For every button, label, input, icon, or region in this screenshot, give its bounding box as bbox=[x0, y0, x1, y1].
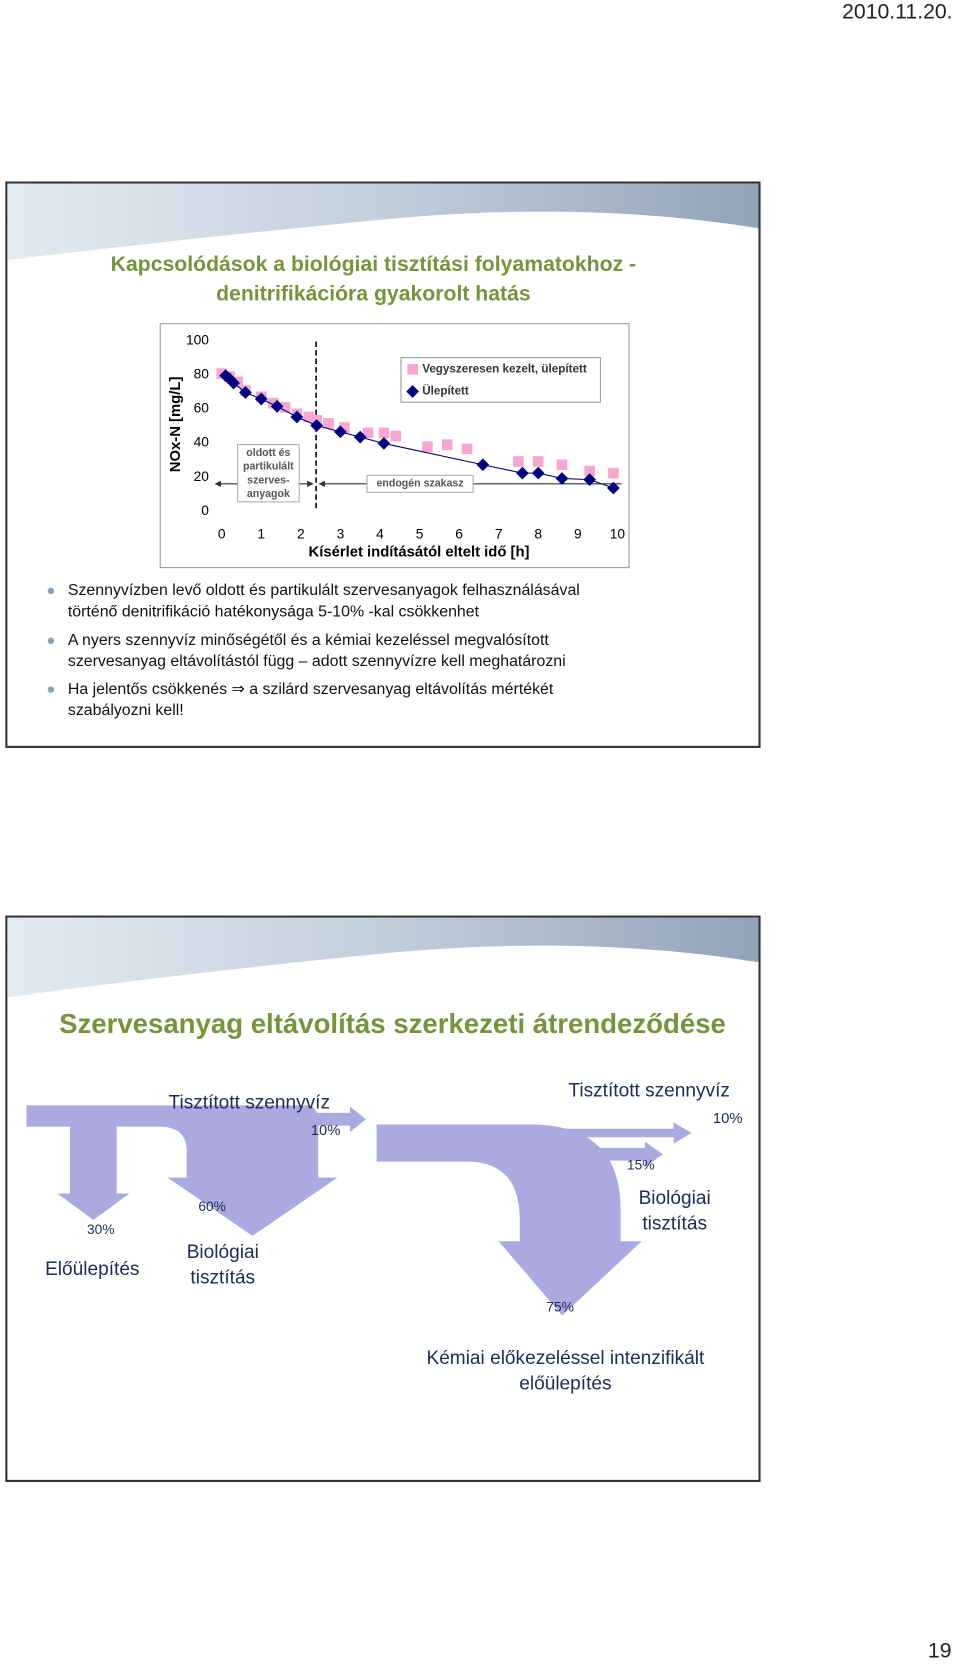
slide-header bbox=[7, 183, 759, 260]
data-point bbox=[378, 427, 390, 439]
legend-swatch bbox=[406, 385, 420, 398]
slide-header bbox=[7, 917, 759, 998]
data-point bbox=[377, 437, 391, 450]
diagram-label: Előülepítés bbox=[45, 1259, 139, 1280]
y-axis-label: NOx-N [mg/L] bbox=[168, 377, 184, 473]
data-point bbox=[461, 443, 473, 455]
x-tick-label: 2 bbox=[297, 526, 305, 541]
diagram-label: 10% bbox=[311, 1123, 341, 1139]
legend-label: Ülepített bbox=[422, 385, 469, 398]
page-number: 19 bbox=[928, 1639, 952, 1662]
bullet bbox=[47, 686, 55, 693]
data-point bbox=[239, 386, 252, 399]
diagram-label: tisztítás bbox=[190, 1267, 255, 1288]
diagram-label: Tisztított szennyvíz bbox=[169, 1092, 331, 1113]
x-tick-label: 5 bbox=[416, 526, 424, 541]
x-tick-label: 6 bbox=[455, 526, 463, 541]
annotation-box bbox=[366, 474, 474, 493]
y-tick-label: 80 bbox=[194, 366, 210, 381]
data-point bbox=[339, 422, 350, 433]
data-point bbox=[422, 441, 433, 452]
diagram-label: Biológiai bbox=[639, 1188, 711, 1209]
x-tick-label: 0 bbox=[218, 526, 226, 541]
annotation: partikulált bbox=[243, 461, 294, 473]
annotation-box bbox=[237, 444, 300, 503]
flow-arrow bbox=[540, 1122, 692, 1144]
diagram-label: 10% bbox=[713, 1111, 743, 1127]
bullet-text: történő denitrifikáció hatékonysága 5-10… bbox=[68, 603, 480, 620]
slide-title: Szervesanyag eltávolítás szerkezeti átre… bbox=[59, 1008, 726, 1039]
data-point bbox=[290, 410, 304, 424]
diagram-label: 30% bbox=[87, 1222, 115, 1237]
x-axis-label: Kísérlet indításától eltelt idő [h] bbox=[308, 545, 529, 561]
slide-title: Kapcsolódások a biológiai tisztítási fol… bbox=[111, 253, 636, 276]
y-tick-label: 0 bbox=[201, 503, 209, 518]
bullet-text: szervesanyag eltávolítástól függ – adott… bbox=[68, 653, 566, 670]
data-point bbox=[353, 430, 367, 444]
slide-title: denitrifikációra gyakorolt hatás bbox=[216, 283, 531, 306]
data-point bbox=[532, 456, 544, 467]
diagram-label: Tisztított szennyvíz bbox=[568, 1081, 730, 1102]
x-tick-label: 1 bbox=[257, 526, 265, 541]
x-tick-label: 9 bbox=[574, 526, 582, 541]
flow-arrow bbox=[588, 1141, 663, 1167]
data-point bbox=[303, 411, 315, 423]
flow-arrow bbox=[307, 1106, 366, 1132]
bullet-text: Ha jelentős csökkenés ⇒ a szilárd szerve… bbox=[68, 681, 554, 698]
x-tick-label: 10 bbox=[610, 526, 626, 541]
data-point bbox=[323, 417, 334, 429]
legend bbox=[400, 357, 601, 403]
flow-shape bbox=[26, 1105, 338, 1236]
y-tick-label: 40 bbox=[194, 435, 210, 450]
x-tick-label: 7 bbox=[495, 526, 503, 541]
data-point bbox=[513, 456, 524, 467]
data-point bbox=[556, 459, 568, 471]
slide-frame bbox=[5, 915, 761, 1483]
data-point bbox=[310, 419, 324, 432]
bullet-text: szabályozni kell! bbox=[68, 702, 184, 719]
bullet-text: A nyers szennyvíz minőségétől és a kémia… bbox=[68, 632, 550, 649]
diagram-label: előülepítés bbox=[519, 1373, 611, 1394]
x-tick-label: 4 bbox=[376, 526, 384, 541]
diagram-label: tisztítás bbox=[642, 1213, 707, 1234]
diagram-label: 15% bbox=[627, 1158, 655, 1173]
annotation: endogén szakasz bbox=[376, 478, 463, 490]
y-tick-label: 20 bbox=[194, 469, 210, 484]
x-tick-label: 3 bbox=[337, 526, 345, 541]
flow-diagram bbox=[26, 1105, 692, 1316]
y-tick-label: 60 bbox=[194, 401, 210, 416]
data-point bbox=[441, 439, 453, 450]
data-point bbox=[584, 465, 595, 477]
x-tick-label: 8 bbox=[534, 526, 542, 541]
diagram-label: Kémiai előkezeléssel intenzifikált bbox=[426, 1348, 705, 1369]
bullet-text: Szennyvízben levő oldott és partikulált … bbox=[68, 582, 580, 599]
data-point bbox=[362, 427, 374, 439]
annotation: szerves- bbox=[247, 474, 290, 486]
diagram-label: 60% bbox=[198, 1199, 226, 1214]
legend-label: Vegyszeresen kezelt, ülepített bbox=[422, 362, 587, 375]
diagram-label: Biológiai bbox=[187, 1242, 259, 1263]
date: 2010.11.20. bbox=[842, 0, 952, 23]
data-point bbox=[279, 402, 291, 413]
data-point bbox=[267, 397, 279, 409]
bullet bbox=[47, 637, 55, 644]
legend-swatch bbox=[407, 363, 418, 375]
data-point bbox=[608, 467, 619, 479]
data-point bbox=[390, 430, 402, 442]
annotation: anyagok bbox=[247, 488, 290, 500]
bullet bbox=[47, 587, 55, 595]
annotation: oldott és bbox=[246, 447, 290, 459]
diagram-label: 75% bbox=[546, 1300, 574, 1315]
flow-shape bbox=[376, 1124, 642, 1316]
y-tick-label: 100 bbox=[186, 332, 209, 347]
